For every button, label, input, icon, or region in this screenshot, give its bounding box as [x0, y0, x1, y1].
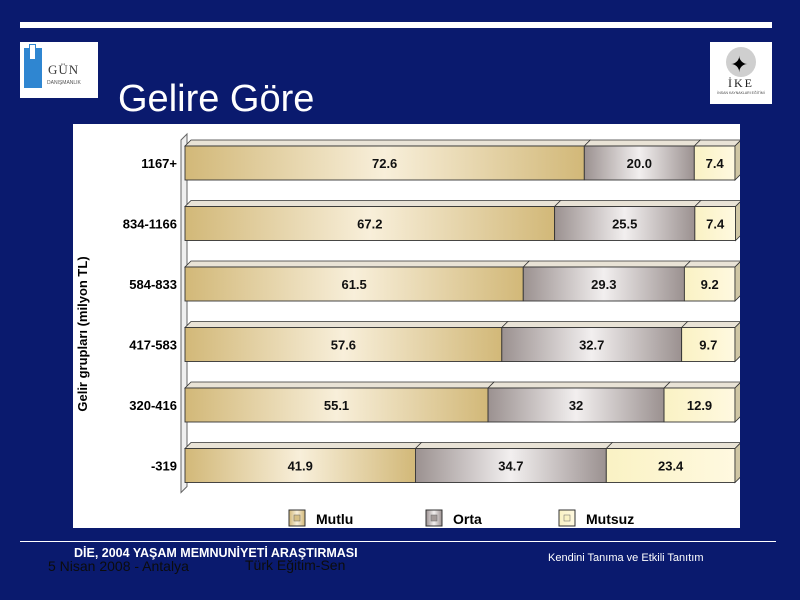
- chart-panel: 72.6 20.0 7.4 67.2 25.5 7.4 61.5 29.3 9.2 57.6 32.…: [73, 124, 740, 528]
- category-label: 1167+: [141, 156, 177, 171]
- bar-mutlu-3: [184, 327, 503, 362]
- legend-swatch-center: [293, 514, 301, 522]
- bar-segment-top: [605, 442, 740, 449]
- bar-orta-4: [487, 387, 665, 423]
- category-label: 417-583: [129, 338, 177, 353]
- bar-segment-top: [693, 139, 740, 147]
- bar-segment-top: [414, 442, 614, 449]
- slide-title: Gelire Göre: [118, 78, 315, 120]
- bar-value-label: 55.1: [324, 398, 349, 413]
- logo-text: GÜN: [48, 62, 80, 77]
- bar-segment-top: [184, 321, 509, 328]
- bar-mutsuz-5: [605, 448, 736, 483]
- source-label: DİE, 2004 YAŞAM MEMNUNİYETİ ARAŞTIRMASI: [74, 546, 358, 560]
- bar-end-face: [734, 382, 740, 423]
- logo-subtext: DANIŞMANLIK: [47, 80, 81, 86]
- bar-mutsuz-0: [693, 145, 736, 181]
- bar-mutsuz-2: [683, 266, 736, 302]
- bar-value-label: 29.3: [591, 277, 616, 292]
- bar-segment-top: [553, 200, 702, 207]
- legend-swatch-center: [430, 514, 438, 522]
- bar-segment-top: [184, 442, 423, 449]
- bar-value-label: 7.4: [706, 217, 725, 232]
- category-label: 834-1166: [123, 217, 177, 232]
- top-rule: [20, 22, 772, 28]
- bar-value-label: 9.7: [699, 338, 717, 353]
- bar-value-label: 25.5: [612, 217, 637, 232]
- logo-mark-icon: [24, 48, 42, 88]
- globe-icon: [726, 47, 756, 77]
- bar-segment-top: [184, 200, 562, 207]
- bar-segment-top: [583, 139, 702, 147]
- footer-rule: [20, 541, 776, 542]
- category-label: -319: [151, 459, 177, 474]
- y-axis-label: Gelir grupları (milyon TL): [75, 256, 90, 411]
- bar-mutlu-0: [184, 145, 585, 181]
- bar-segment-top: [683, 260, 740, 268]
- bar-mutsuz-1: [694, 206, 736, 241]
- ike-logo: ✦ İKE İNSAN KAYNAKLARI EĞİTİMİ: [710, 42, 772, 104]
- bar-segment-top: [184, 260, 531, 268]
- bar-value-label: 61.5: [341, 277, 366, 292]
- bar-value-label: 72.6: [372, 156, 397, 171]
- bar-segment-top: [184, 381, 496, 389]
- chart-legend: Mutlu Orta Mutsuz: [288, 509, 634, 527]
- bar-orta-5: [415, 448, 607, 483]
- stacked-bar-chart: 72.6 20.0 7.4 67.2 25.5 7.4 61.5 29.3 9.2 57.6 32.…: [75, 132, 740, 527]
- bar-orta-1: [554, 206, 696, 241]
- bar-end-face: [735, 201, 740, 242]
- legend-label-mutlu: Mutlu: [316, 511, 353, 527]
- legend-label-orta: Orta: [453, 511, 482, 527]
- category-labels: 1167+ 834-1166 584-833 417-583 320-416 -319: [123, 156, 178, 474]
- footer-organization: Türk Eğitim-Sen: [245, 557, 346, 573]
- logo-text: İKE: [728, 76, 754, 90]
- chart-back-wall: [180, 132, 188, 494]
- footer-date: 5 Nisan 2008 - Antalya: [48, 558, 189, 574]
- bar-orta-2: [522, 266, 685, 302]
- person-icon: ✦: [730, 52, 749, 77]
- bar-mutlu-2: [184, 266, 524, 302]
- bar-value-label: 20.0: [627, 156, 652, 171]
- axis-wall: [180, 132, 188, 494]
- legend-swatch-center: [563, 514, 571, 522]
- bar-mutsuz-3: [681, 327, 736, 362]
- gun-logo: GÜN DANIŞMANLIK: [20, 42, 98, 98]
- bar-value-label: 34.7: [498, 459, 523, 474]
- bar-segment-top: [522, 260, 692, 268]
- category-label: 584-833: [129, 277, 177, 292]
- bars-group: 72.6 20.0 7.4 67.2 25.5 7.4 61.5 29.3 9.2 57.6 32.…: [184, 139, 740, 484]
- bar-value-label: 23.4: [658, 459, 684, 474]
- bar-segment-top: [500, 321, 689, 328]
- bar-end-face: [734, 442, 740, 484]
- bar-value-label: 67.2: [357, 217, 382, 232]
- footer-presentation-title: Kendini Tanıma ve Etkili Tanıtım: [548, 552, 704, 564]
- logo-subtext: İNSAN KAYNAKLARI EĞİTİMİ: [717, 91, 765, 95]
- bar-mutlu-5: [184, 448, 416, 483]
- bar-end-face: [734, 261, 740, 302]
- category-label: 320-416: [129, 398, 177, 413]
- bar-value-label: 32.7: [579, 338, 604, 353]
- bar-value-label: 32: [569, 398, 583, 413]
- bar-segment-top: [663, 381, 740, 389]
- legend-label-mutsuz: Mutsuz: [586, 511, 634, 527]
- bar-segment-top: [184, 139, 592, 147]
- bar-value-label: 9.2: [701, 277, 719, 292]
- bar-mutlu-1: [184, 206, 556, 241]
- bar-segment-top: [680, 321, 740, 328]
- bar-value-label: 12.9: [687, 398, 712, 413]
- bar-segment-top: [693, 200, 740, 207]
- bar-orta-3: [501, 327, 683, 362]
- bar-value-label: 41.9: [288, 459, 313, 474]
- bar-end-face: [734, 140, 740, 181]
- bar-value-label: 57.6: [331, 338, 356, 353]
- logo-mark-accent-icon: [29, 44, 36, 60]
- bar-end-face: [734, 321, 740, 363]
- bar-value-label: 7.4: [706, 156, 725, 171]
- bar-segment-top: [487, 381, 672, 389]
